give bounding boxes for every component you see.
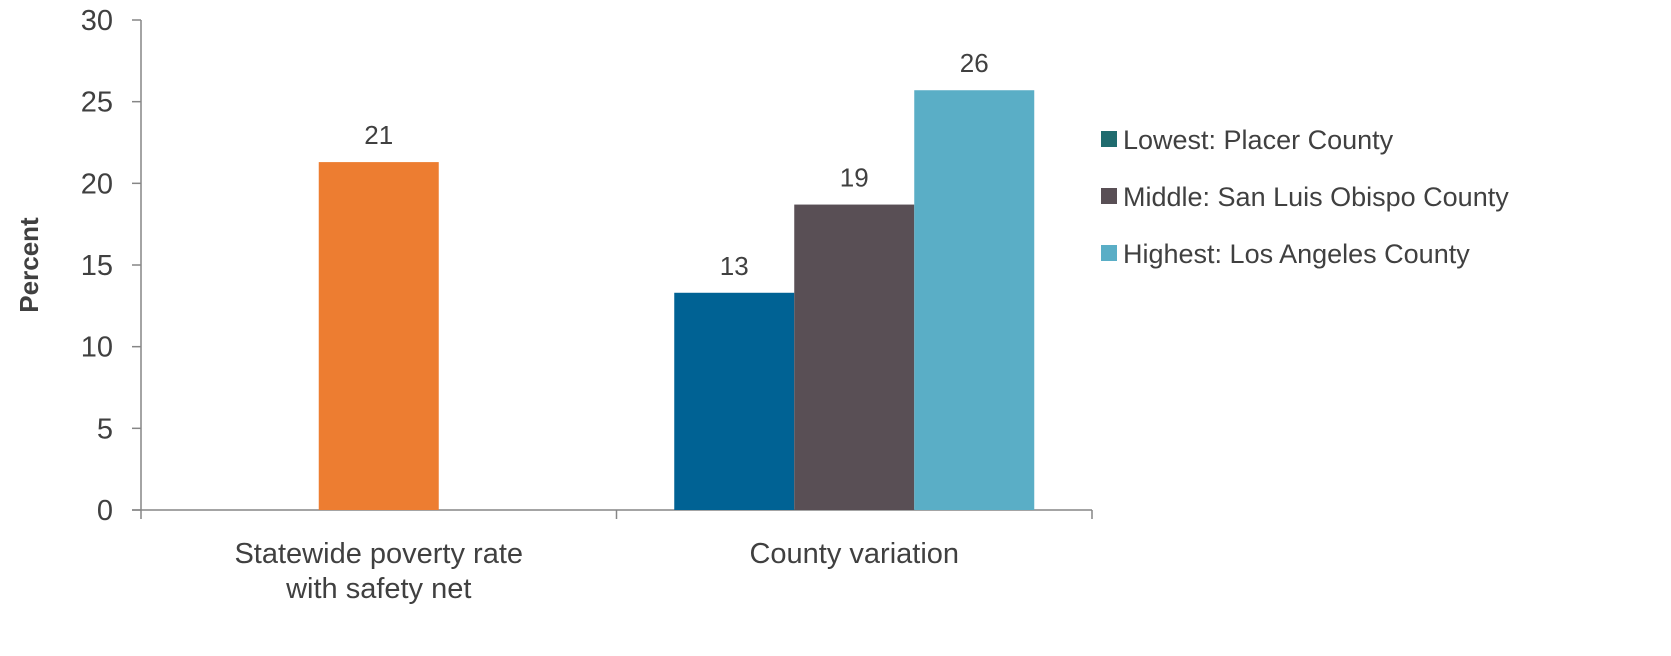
y-axis-label: Percent (14, 217, 44, 313)
legend-swatch (1101, 131, 1117, 147)
data-label: 13 (720, 251, 749, 281)
data-label: 26 (960, 48, 989, 78)
legend-label: Highest: Los Angeles County (1123, 239, 1470, 269)
y-tick-label: 25 (81, 87, 113, 119)
x-tick-label: Statewide poverty rate with safety net (234, 538, 523, 605)
y-tick-label: 30 (81, 5, 113, 37)
bar (318, 162, 439, 510)
bar (794, 204, 915, 511)
x-tick-label: County variation (749, 538, 959, 570)
bar (674, 292, 795, 510)
legend-label: Middle: San Luis Obispo County (1123, 182, 1509, 212)
data-label: 19 (840, 163, 869, 193)
data-label: 21 (364, 120, 393, 150)
legend-swatch (1101, 188, 1117, 204)
y-tick-label: 20 (81, 168, 113, 200)
y-tick-label: 0 (97, 495, 113, 527)
bar (914, 90, 1035, 510)
y-tick-label: 5 (97, 413, 113, 445)
legend-swatch (1101, 245, 1117, 261)
y-tick-label: 15 (81, 250, 113, 282)
legend-label: Lowest: Placer County (1123, 125, 1394, 155)
y-tick-label: 10 (81, 332, 113, 364)
